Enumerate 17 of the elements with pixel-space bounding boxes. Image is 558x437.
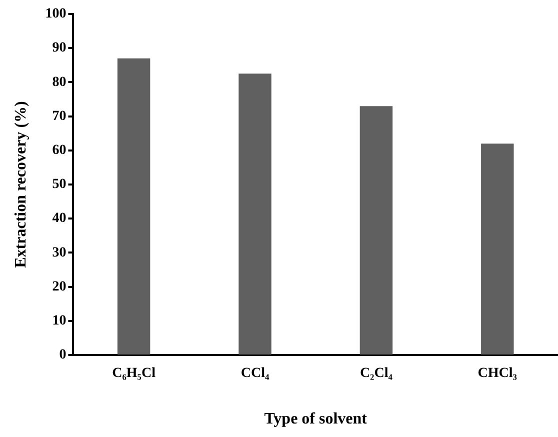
y-tick-label: 10 <box>52 314 66 329</box>
y-tick-label: 100 <box>45 6 66 22</box>
y-tick-label: 80 <box>52 74 66 90</box>
x-tick-label: CHCl₃ <box>478 366 517 382</box>
y-tick-label: 30 <box>52 245 66 260</box>
y-tick-label: 70 <box>52 108 66 124</box>
y-tick-label: 90 <box>52 40 66 56</box>
y-tick-label: 50 <box>52 177 66 192</box>
y-axis-title: Extraction recovery (%) <box>12 101 30 268</box>
y-tick-label: 40 <box>52 211 66 226</box>
x-tick-label: C₂Cl₄ <box>360 366 394 382</box>
y-tick-label: 20 <box>52 279 66 294</box>
x-tick-label: C₆H₅Cl <box>112 366 156 382</box>
y-tick-label: 0 <box>59 348 66 363</box>
y-tick-label: 60 <box>52 143 66 158</box>
x-axis-title: Type of solvent <box>264 410 368 428</box>
x-tick-label: CCl₄ <box>240 366 270 382</box>
